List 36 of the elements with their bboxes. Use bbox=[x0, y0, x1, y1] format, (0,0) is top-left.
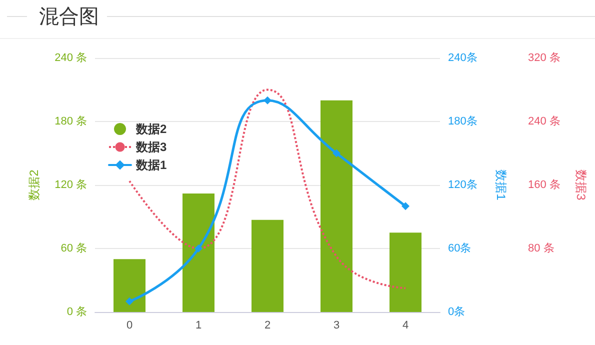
y2-tick-label: 0条 bbox=[448, 306, 466, 318]
legend-label: 数据1 bbox=[135, 158, 167, 172]
legend-label: 数据2 bbox=[135, 122, 167, 136]
legend-label: 数据3 bbox=[135, 140, 167, 154]
x-tick-label: 1 bbox=[195, 320, 202, 332]
bar bbox=[182, 193, 214, 312]
point bbox=[402, 202, 410, 210]
bar bbox=[390, 232, 422, 312]
y2-tick-label: 240条 bbox=[448, 52, 478, 64]
y-tick-label: 240 条 bbox=[54, 52, 87, 64]
y3-tick-label: 320 条 bbox=[528, 52, 560, 64]
x-tick-label: 4 bbox=[402, 320, 409, 332]
bar bbox=[114, 259, 146, 312]
point bbox=[264, 96, 272, 104]
y2-tick-label: 180条 bbox=[448, 116, 478, 128]
y2-tick-label: 60条 bbox=[448, 242, 472, 254]
point bbox=[126, 297, 134, 306]
y-tick-label: 60 条 bbox=[60, 242, 87, 254]
chart-title: 混合图 bbox=[39, 6, 99, 28]
x-tick-label: 3 bbox=[333, 320, 340, 332]
y3-tick-label: 80 条 bbox=[528, 242, 554, 254]
y-tick-label: 180 条 bbox=[54, 116, 87, 128]
x-tick-label: 2 bbox=[264, 320, 271, 332]
bar bbox=[320, 100, 352, 312]
bar bbox=[252, 220, 284, 312]
y3-tick-label: 240 条 bbox=[528, 116, 560, 128]
y2-tick-label: 120条 bbox=[448, 179, 478, 191]
y-axis-title: 数据2 bbox=[27, 169, 41, 200]
y3-tick-label: 160 条 bbox=[528, 179, 560, 191]
point bbox=[194, 244, 202, 252]
y2-axis-title: 数据1 bbox=[494, 170, 508, 201]
y-tick-label: 0 条 bbox=[66, 306, 87, 318]
y-tick-label: 120 条 bbox=[54, 179, 87, 191]
point bbox=[332, 149, 340, 158]
y3-axis-title: 数据3 bbox=[574, 170, 588, 201]
x-tick-label: 0 bbox=[126, 320, 133, 332]
